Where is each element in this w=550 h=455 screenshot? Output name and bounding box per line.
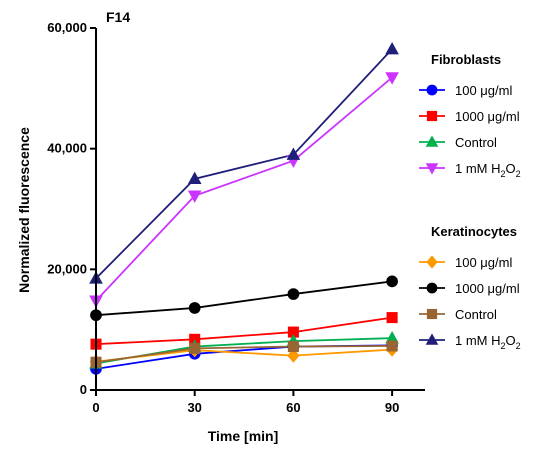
keratinocytes-control-point [189,342,201,354]
fibroblasts-1000-g-ml-point [287,326,299,338]
fibroblasts-1000-g-ml-legend-label: 1000 μg/ml [455,109,520,124]
y-axis-title: Normalized fluorescence [16,127,32,293]
fibroblasts-1000-g-ml-point [386,312,398,324]
x-tick-label: 0 [92,400,99,415]
y-tick-label: 20,000 [47,261,87,276]
keratinocytes-control-line [95,345,393,364]
fibroblasts-control-legend-marker [425,135,439,147]
axes [95,28,425,391]
keratinocytes-1000-g-ml-point [287,288,300,300]
tick-labels: 0 20,000 40,000 60,000 0 30 60 90 [47,20,399,415]
keratinocytes-1000-g-ml-point [386,275,398,288]
fibroblasts-100-g-ml-legend-label: 100 μg/ml [455,83,512,98]
y-tick-label: 60,000 [47,20,87,35]
fibroblasts-control-legend-label: Control [455,135,497,150]
keratinocytes-control-point [287,341,299,353]
legend-group-title: Keratinocytes [431,224,517,239]
keratinocytes-1-mm-h2o2-line [95,48,393,280]
fibroblasts-1000-g-ml-point [189,333,201,345]
fibroblasts-control-point [385,330,399,344]
fibroblasts-1-mm-h2o2-point [385,72,399,85]
fibroblasts-1000-g-ml-line [95,316,393,346]
keratinocytes-1-mm-h2o2-point [286,147,301,160]
keratinocytes-control-legend-marker [426,308,438,320]
keratinocytes-100-g-ml-legend-label: 100 μg/ml [455,255,512,270]
x-tick-label: 90 [385,400,399,415]
keratinocytes-1-mm-h2o2-legend-label: 1 mM H2O2 [455,333,521,351]
fibroblasts-100-g-ml-legend-marker [426,84,438,96]
keratinocytes-1000-g-ml-line [95,280,393,317]
keratinocytes-1-mm-h2o2-point [385,41,399,55]
fibroblasts-1000-g-ml-legend-marker [426,110,438,122]
legend: Fibroblasts 100 μg/ml 1000 μg/ml Control 1 m… [419,52,521,351]
panel-label: F14 [106,9,130,25]
fibroblasts-1-mm-h2o2-legend-marker [425,163,439,175]
keratinocytes-1000-g-ml-point [188,302,201,314]
keratinocytes-100-g-ml-legend-marker [426,255,438,269]
keratinocytes-1-mm-h2o2-legend-marker [425,333,439,345]
keratinocytes-control-legend-label: Control [455,307,497,322]
fibroblasts-1-mm-h2o2-line [95,76,393,302]
keratinocytes-1-mm-h2o2-point [187,171,202,185]
x-tick-label: 30 [187,400,201,415]
fibroblasts-1-mm-h2o2-legend-label: 1 mM H2O2 [455,161,521,179]
keratinocytes-1000-g-ml-legend-marker [426,282,438,294]
plot-area [89,41,399,375]
keratinocytes-1000-g-ml-legend-label: 1000 μg/ml [455,281,520,296]
keratinocytes-control-point [386,340,398,352]
y-tick-label: 0 [80,382,87,397]
fibroblasts-1-mm-h2o2-point [187,190,202,203]
legend-group-title: Fibroblasts [431,52,501,67]
x-axis-title: Time [min] [208,428,279,444]
y-tick-label: 40,000 [47,141,87,156]
x-tick-label: 60 [286,400,300,415]
